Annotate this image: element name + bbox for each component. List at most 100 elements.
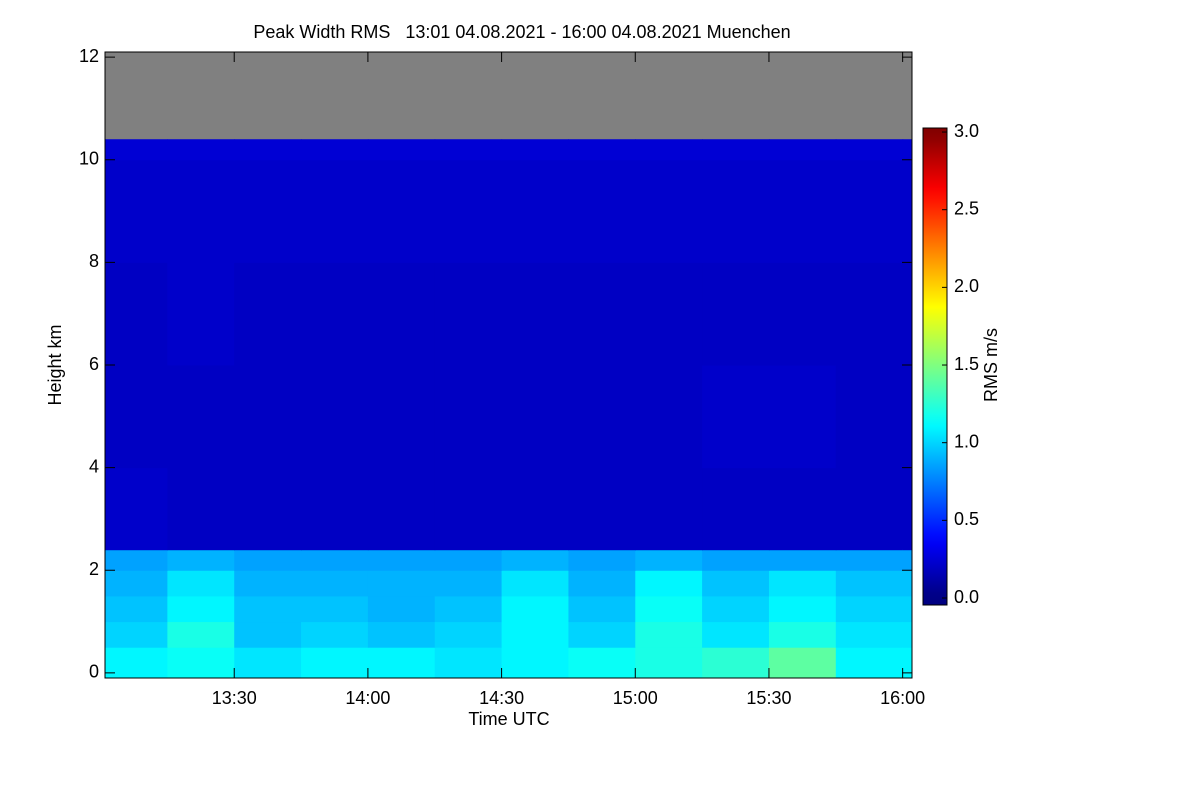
colorbar-tick-label: 0.5 [954, 509, 979, 529]
heat-cell [702, 139, 770, 161]
heat-cell [501, 672, 569, 678]
chart-title: Peak Width RMS 13:01 04.08.2021 - 16:00 … [253, 22, 790, 42]
heat-cell [835, 159, 904, 263]
heat-cell [301, 139, 369, 161]
heat-cell [301, 647, 369, 674]
heat-cell [301, 159, 369, 263]
heat-cell [234, 549, 302, 571]
heat-cell [434, 549, 503, 571]
y-tick-label: 8 [89, 251, 99, 271]
colorbar-tick-label: 1.0 [954, 431, 979, 451]
heat-cell [367, 570, 436, 597]
heat-cell [768, 595, 837, 623]
heat-cell [105, 621, 168, 648]
heat-cell [301, 672, 369, 678]
heat-cell [167, 672, 235, 678]
heat-cell [434, 672, 503, 678]
x-tick-label: 15:30 [746, 688, 791, 708]
heat-cell [902, 621, 912, 648]
heat-cell [635, 365, 703, 469]
heat-cell [301, 549, 369, 571]
heat-cell [367, 595, 436, 623]
heat-cell [434, 159, 503, 263]
heat-cell [301, 262, 369, 366]
heat-cell [835, 672, 904, 678]
heat-cell [635, 647, 703, 674]
heat-cell [167, 570, 235, 597]
y-tick-label: 12 [79, 46, 99, 66]
heat-cell [902, 262, 912, 366]
y-tick-label: 0 [89, 662, 99, 682]
heat-cell [234, 621, 302, 648]
heat-cell [167, 647, 235, 674]
y-axis-label: Height km [45, 324, 65, 405]
heat-cell [234, 262, 302, 366]
heat-cell [501, 365, 569, 469]
heat-cell [367, 549, 436, 571]
heat-cell [768, 159, 837, 263]
x-tick-label: 16:00 [880, 688, 925, 708]
heat-cell [367, 647, 436, 674]
heat-cell [434, 262, 503, 366]
heat-cell [568, 621, 636, 648]
heat-cell [105, 672, 168, 678]
x-tick-label: 13:30 [212, 688, 257, 708]
heat-cell [635, 672, 703, 678]
colorbar-tick-label: 0.0 [954, 587, 979, 607]
heat-cell [234, 595, 302, 623]
heat-cell [434, 647, 503, 674]
heat-cell [234, 139, 302, 161]
heat-cell [835, 570, 904, 597]
heat-cell [167, 159, 235, 263]
heat-cell [635, 262, 703, 366]
heat-cell [635, 139, 703, 161]
colorbar [922, 127, 948, 606]
heat-cell [434, 595, 503, 623]
heat-cell [635, 570, 703, 597]
heat-cell [568, 647, 636, 674]
heat-cell [835, 595, 904, 623]
heat-cell [105, 467, 168, 551]
heat-cell [167, 549, 235, 571]
heat-cell [835, 621, 904, 648]
heat-cell [301, 365, 369, 469]
heat-cell [835, 549, 904, 571]
heat-cell [702, 549, 770, 571]
colorbar-tick-label: 2.0 [954, 276, 979, 296]
heat-cell [167, 262, 235, 366]
heat-cell [501, 549, 569, 571]
heat-cell [902, 647, 912, 679]
heat-cell [768, 549, 837, 571]
heat-cell [434, 139, 503, 161]
heat-cell [105, 595, 168, 623]
y-tick-label: 10 [79, 149, 99, 169]
heat-cell [367, 467, 436, 551]
heat-cell [301, 595, 369, 623]
heat-cell [501, 595, 569, 623]
heat-cell [835, 467, 904, 551]
heat-cell [105, 262, 168, 366]
heat-cell [367, 139, 436, 161]
heat-cell [501, 262, 569, 366]
heat-cell [568, 549, 636, 571]
heat-cell [568, 139, 636, 161]
heat-cell [367, 262, 436, 366]
heat-cell [568, 365, 636, 469]
heat-cell [902, 139, 912, 161]
heat-cell [167, 467, 235, 551]
heat-cell [835, 647, 904, 674]
heat-cell [902, 467, 912, 551]
heat-cell [635, 549, 703, 571]
heat-cell [367, 621, 436, 648]
colorbar-tick-label: 3.0 [954, 121, 979, 141]
heat-cell [301, 467, 369, 551]
heat-cell [234, 365, 302, 469]
heat-cell [568, 159, 636, 263]
heat-cell [105, 159, 168, 263]
y-tick-label: 4 [89, 456, 99, 476]
heat-cell [835, 262, 904, 366]
heat-cell [568, 467, 636, 551]
heat-cell [768, 672, 837, 678]
heat-cell [702, 365, 770, 469]
